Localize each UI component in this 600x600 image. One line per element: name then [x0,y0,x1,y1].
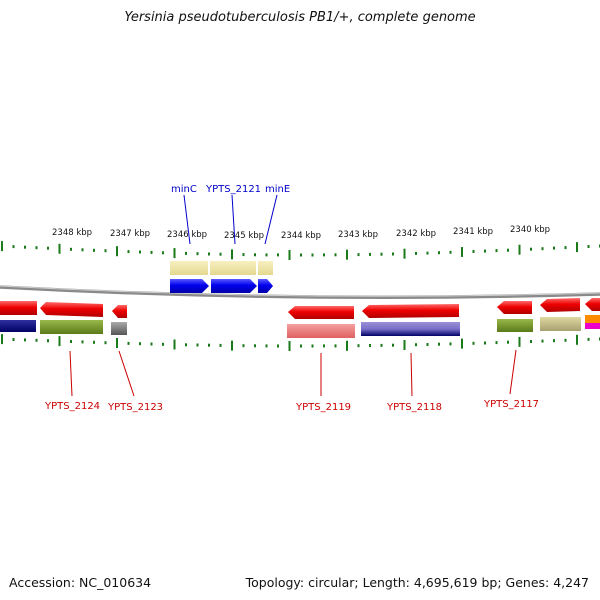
gene-label-ypts-2119[interactable]: YPTS_2119 [295,402,351,413]
gene-label-ypts-2121[interactable]: YPTS_2121 [205,184,261,195]
accession-text: Accession: NC_010634 [9,575,152,590]
scale-label: 2346 kbp [167,230,207,240]
gene-ypts-2124-arrow[interactable] [40,302,103,317]
gene-label-ypts-2124[interactable]: YPTS_2124 [44,401,100,412]
gene-arrow-right-1[interactable] [540,298,580,312]
gene-ypts-2118-arrow[interactable] [362,304,459,318]
gene-arrow-right-edge[interactable] [585,298,600,311]
gene-minc-arrow[interactable] [170,279,209,293]
scale-labels: 2348 kbp 2347 kbp 2346 kbp 2345 kbp 2344… [52,225,550,241]
genome-backbone [0,285,600,299]
scale-label: 2345 kbp [224,231,264,241]
scale-ticks-bottom [1,334,600,351]
scale-label: 2344 kbp [281,231,321,241]
gene-label-ypts-2123[interactable]: YPTS_2123 [107,402,163,413]
scale-label: 2343 kbp [338,230,378,240]
gene-ypts-2117-arrow[interactable] [497,301,532,314]
gene-label-ypts-2118[interactable]: YPTS_2118 [386,402,442,413]
gene-ypts-2123-arrow[interactable] [112,305,127,318]
scale-label: 2342 kbp [396,229,436,239]
gene-label-mine[interactable]: minE [265,184,290,195]
gene-mine-arrow[interactable] [258,279,273,293]
genome-backbone-highlight [0,285,600,297]
gene-arrow-left-edge[interactable] [0,301,37,315]
gene-leaders-bottom [69,349,517,397]
genome-summary-text: Topology: circular; Length: 4,695,619 bp… [245,575,589,590]
scale-label: 2341 kbp [453,227,493,237]
gene-leaders-top [183,194,278,245]
scale-label: 2340 kbp [510,225,550,235]
map-title: Yersinia pseudotuberculosis PB1/+, compl… [124,10,476,25]
gene-ypts-2119-arrow[interactable] [288,306,354,319]
scale-label: 2347 kbp [110,229,150,239]
feature-band-bottom [0,315,600,338]
feature-band-top [170,261,273,275]
gene-label-minc[interactable]: minC [171,184,197,195]
scale-label: 2348 kbp [52,228,92,238]
scale-ticks-top [1,241,600,260]
gene-label-ypts-2117[interactable]: YPTS_2117 [483,399,539,410]
gene-ypts-2121-arrow[interactable] [211,279,257,293]
